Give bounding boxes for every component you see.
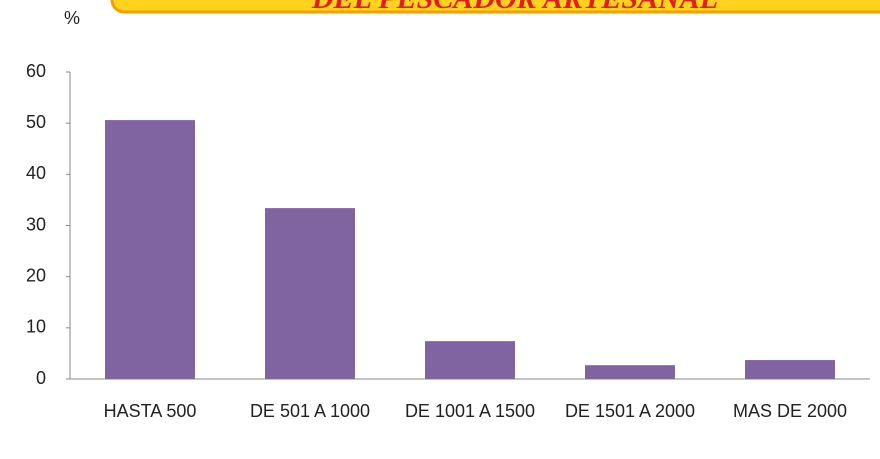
bar bbox=[105, 120, 195, 379]
y-tick-label: 60 bbox=[26, 61, 46, 81]
x-tick-label: DE 501 A 1000 bbox=[250, 401, 370, 421]
bar bbox=[265, 208, 355, 379]
bar bbox=[425, 341, 515, 379]
y-axis-label: % bbox=[64, 8, 80, 28]
y-tick-label: 10 bbox=[26, 317, 46, 337]
y-tick-label: 40 bbox=[26, 163, 46, 183]
y-tick-label: 0 bbox=[36, 368, 46, 388]
x-tick-label: DE 1501 A 2000 bbox=[565, 401, 695, 421]
x-tick-label: HASTA 500 bbox=[104, 401, 197, 421]
y-tick-label: 30 bbox=[26, 214, 46, 234]
bar bbox=[585, 365, 675, 379]
y-tick-label: 20 bbox=[26, 265, 46, 285]
chart-title: DEL PESCADOR ARTESANAL bbox=[311, 0, 718, 15]
bar bbox=[745, 360, 835, 379]
x-tick-label: MAS DE 2000 bbox=[733, 401, 847, 421]
x-tick-label: DE 1001 A 1500 bbox=[405, 401, 535, 421]
y-tick-label: 50 bbox=[26, 112, 46, 132]
title-banner bbox=[110, 0, 880, 14]
